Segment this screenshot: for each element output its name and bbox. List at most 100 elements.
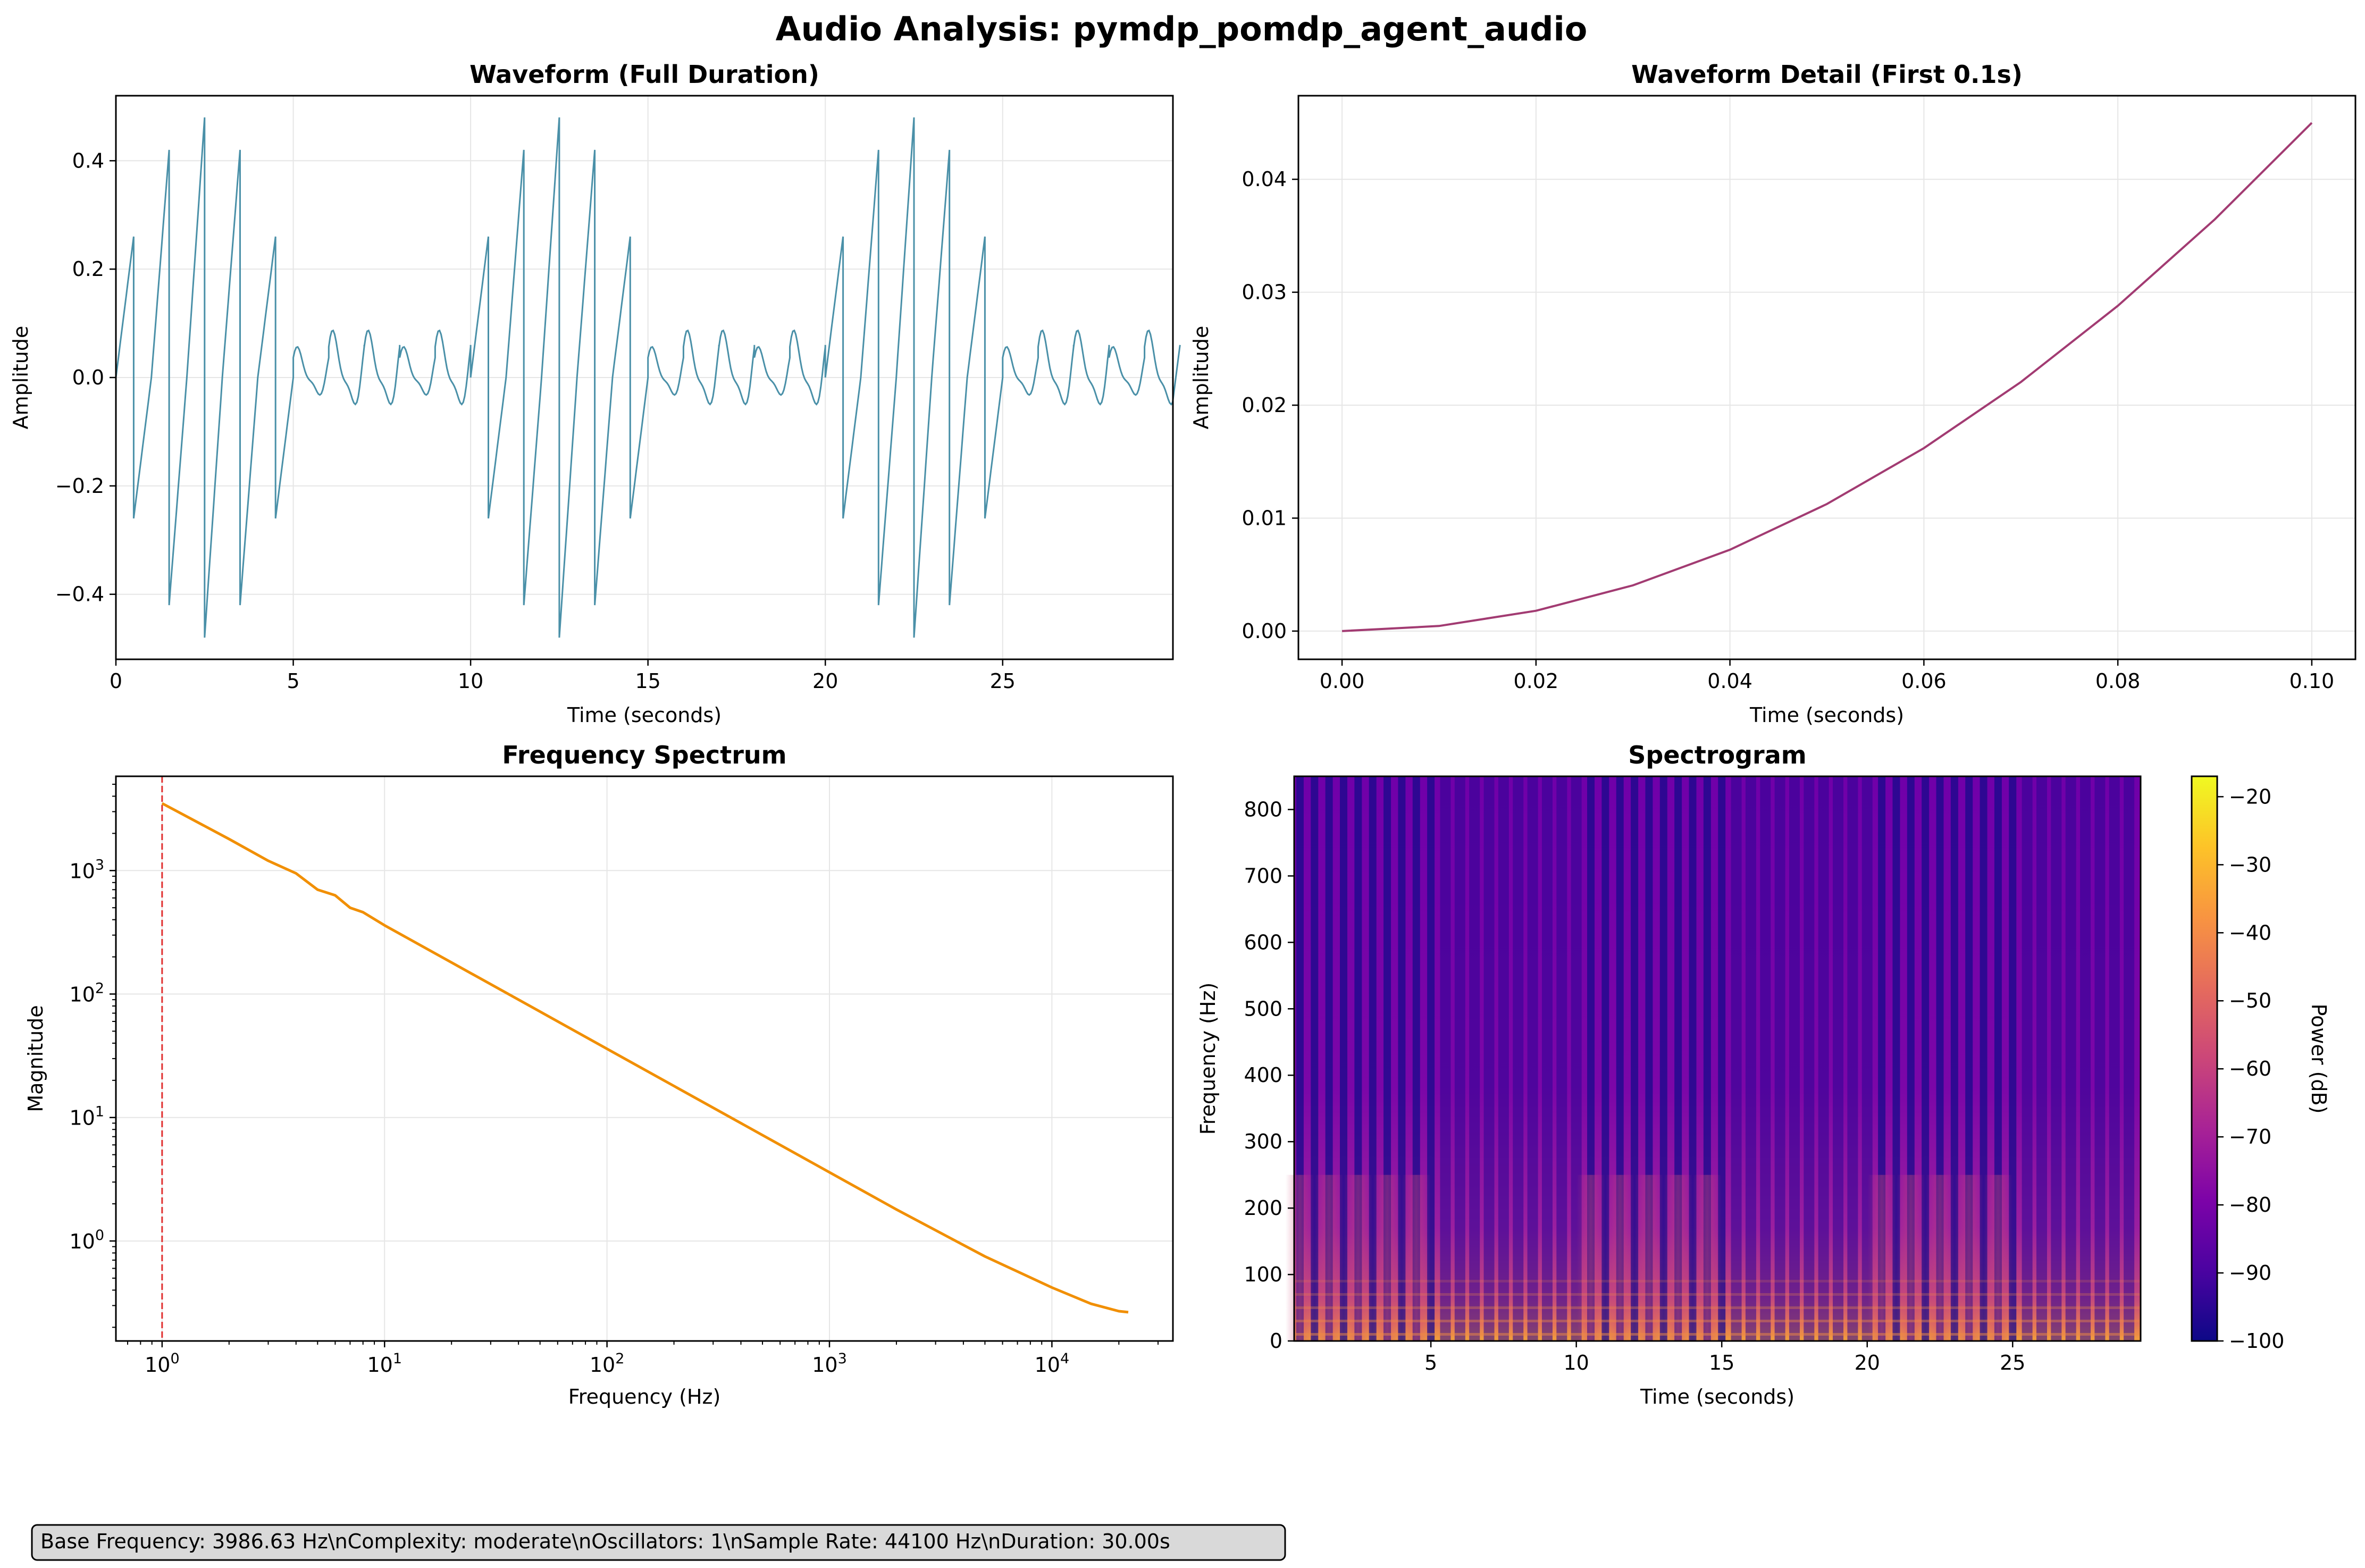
spectrogram-stripe <box>1789 776 1800 1341</box>
spectrogram-stripe <box>2109 776 2120 1341</box>
colorbar-tick-label: −100 <box>2229 1329 2284 1353</box>
y-tick-label: 700 <box>1244 864 1282 887</box>
x-tick-label: 100 <box>145 1351 180 1377</box>
colorbar-tick-label: −80 <box>2229 1193 2271 1217</box>
colorbar-tick-label: −20 <box>2229 785 2271 808</box>
info-box-text: Base Frequency: 3986.63 Hz\nComplexity: … <box>40 1530 1170 1553</box>
spectrogram-stripe <box>1498 776 1509 1341</box>
y-tick-label: 500 <box>1244 997 1282 1020</box>
x-tick-label: 0.02 <box>1514 669 1559 693</box>
spectrogram-stripe <box>2124 776 2135 1341</box>
x-axis-label: Time (seconds) <box>1749 703 1904 727</box>
spectrogram-stripe <box>1440 776 1451 1341</box>
spectrogram-stripe <box>2065 776 2076 1341</box>
panel-title: Frequency Spectrum <box>502 741 786 769</box>
spectrogram-stripe <box>2022 776 2033 1341</box>
spectrogram-glow <box>1867 1175 1897 1341</box>
spectrogram-low-band <box>1285 1175 2013 1341</box>
y-axis-label: Amplitude <box>9 326 32 430</box>
colorbar <box>2191 775 2218 1342</box>
y-axis-label: Amplitude <box>1189 326 1213 430</box>
spectrogram-panel: 5 10 15 20 25 0 100 200 300 400 500 600 700 800 Spectr… <box>1196 741 2330 1408</box>
y-axis-label: Magnitude <box>24 1005 47 1112</box>
spectrogram-glow <box>1954 1175 1984 1341</box>
y-tick-label: 0.4 <box>72 149 104 172</box>
colorbar-label: Power (dB) <box>2307 1004 2330 1114</box>
spectrogram-glow <box>1314 1175 1344 1341</box>
x-tick-label: 5 <box>287 669 299 693</box>
colorbar-tick-label: −30 <box>2229 853 2271 876</box>
y-tick-label: 101 <box>69 1104 104 1130</box>
y-tick-label: 0.01 <box>1242 506 1287 530</box>
plot-frame <box>115 95 1174 660</box>
x-tick-label: 103 <box>812 1351 847 1377</box>
info-box: Base Frequency: 3986.63 Hz\nComplexity: … <box>31 1524 1286 1561</box>
spectrogram-stripe <box>1469 776 1480 1341</box>
y-tick-label: 0.0 <box>72 366 104 389</box>
spectrogram-stripe <box>2080 776 2091 1341</box>
y-tick-label: −0.4 <box>55 583 104 606</box>
spectrogram-glow <box>1402 1175 1431 1341</box>
x-tick-label: 0 <box>110 669 122 693</box>
spectrogram-glow <box>1285 1175 1315 1341</box>
y-tick-label: 102 <box>69 980 104 1007</box>
y-tick-label: 103 <box>69 857 104 883</box>
panel-title: Spectrogram <box>1628 741 1806 769</box>
spectrogram-glow <box>1925 1175 1955 1341</box>
y-tick-label: 0 <box>1270 1329 1282 1353</box>
x-tick-label: 0.08 <box>2095 669 2141 693</box>
spectrogram-glow <box>1634 1175 1664 1341</box>
spectrogram-glow <box>1663 1175 1693 1341</box>
spectrogram-harmonics <box>1294 1280 2141 1336</box>
y-tick-label: 0.2 <box>72 257 104 281</box>
x-tick-label: 0.04 <box>1707 669 1752 693</box>
spectrogram-stripe <box>1527 776 1538 1341</box>
x-tick-label: 104 <box>1035 1351 1070 1377</box>
spectrogram-stripe <box>1745 776 1756 1341</box>
colorbar-tick-label: −90 <box>2229 1261 2271 1285</box>
x-tick-label: 15 <box>635 669 660 693</box>
panel-title: Waveform (Full Duration) <box>469 60 819 89</box>
x-tick-label: 101 <box>367 1351 402 1377</box>
plot-frame <box>1293 775 2142 1342</box>
spectrogram-stripe <box>2094 776 2106 1341</box>
spectrogram-glow <box>1692 1175 1722 1341</box>
x-tick-label: 10 <box>458 669 483 693</box>
spectrogram-stripe <box>1454 776 1465 1341</box>
waveform-line <box>115 117 1181 638</box>
x-tick-label: 0.00 <box>1320 669 1365 693</box>
spectrogram-stripe <box>1760 776 1771 1341</box>
x-tick-label: 102 <box>590 1351 625 1377</box>
waveform-detail-panel: 0.00 0.02 0.04 0.06 0.08 0.10 0.00 0.01 0.02 0.03… <box>1189 60 2356 727</box>
x-tick-label: 20 <box>1855 1351 1880 1374</box>
y-tick-label: 300 <box>1244 1130 1282 1153</box>
y-tick-label: 100 <box>1244 1263 1282 1286</box>
plot-frame <box>115 775 1174 1342</box>
y-tick-label: 0.02 <box>1242 393 1287 417</box>
detail-line <box>1341 122 2313 632</box>
figure-title: Audio Analysis: pymdp_pomdp_agent_audio <box>776 10 1588 48</box>
spectrogram-glow <box>1576 1175 1606 1341</box>
spectrum-line <box>161 802 1129 1314</box>
y-tick-label: 800 <box>1244 798 1282 821</box>
spectrogram-stripe <box>1541 776 1553 1341</box>
waveform-panel: 0 5 10 15 20 25 −0.4 −0.2 0.0 0.2 0.4 Waveform (Ful… <box>9 60 1181 727</box>
frequency-spectrum-panel: 100 101 102 103 104 100 101 102 103 Frequency Spe… <box>24 741 1174 1408</box>
spectrogram-stripe <box>1774 776 1785 1341</box>
y-tick-label: −0.2 <box>55 474 104 498</box>
colorbar-tick-label: −70 <box>2229 1125 2271 1148</box>
x-axis-label: Time (seconds) <box>567 703 722 727</box>
x-tick-label: 15 <box>1709 1351 1734 1374</box>
info-box-background <box>31 1524 1286 1561</box>
spectrogram-stripe <box>1833 776 1844 1341</box>
panel-title: Waveform Detail (First 0.1s) <box>1631 60 2023 89</box>
spectrogram-glow <box>1344 1175 1373 1341</box>
spectrogram-glow <box>1896 1175 1926 1341</box>
spectrogram-glow <box>1605 1175 1635 1341</box>
x-tick-label: 0.06 <box>1901 669 1947 693</box>
spectrogram-stripe <box>1847 776 1858 1341</box>
x-axis-label: Time (seconds) <box>1640 1385 1794 1408</box>
y-tick-label: 200 <box>1244 1196 1282 1220</box>
x-tick-label: 25 <box>2000 1351 2025 1374</box>
